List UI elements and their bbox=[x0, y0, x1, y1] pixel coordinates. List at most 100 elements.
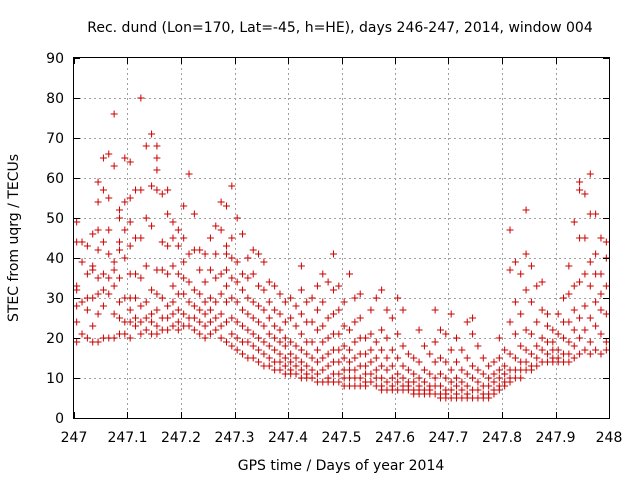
data-point bbox=[196, 330, 204, 338]
data-point bbox=[190, 326, 198, 334]
data-point bbox=[153, 142, 161, 150]
data-point bbox=[292, 354, 300, 362]
data-point bbox=[394, 294, 402, 302]
data-point bbox=[426, 350, 434, 358]
data-point bbox=[517, 342, 525, 350]
data-point bbox=[73, 338, 81, 346]
data-point bbox=[169, 322, 177, 330]
data-point bbox=[453, 374, 461, 382]
data-point bbox=[121, 330, 129, 338]
data-point bbox=[287, 358, 295, 366]
data-point bbox=[576, 278, 584, 286]
data-point bbox=[560, 294, 568, 302]
data-point bbox=[121, 198, 129, 206]
data-point bbox=[249, 354, 257, 362]
data-point bbox=[255, 318, 263, 326]
data-point bbox=[222, 298, 230, 306]
data-point bbox=[222, 338, 230, 346]
data-point bbox=[164, 186, 172, 194]
data-point bbox=[89, 322, 97, 330]
data-point bbox=[303, 350, 311, 358]
data-point bbox=[115, 274, 123, 282]
data-point bbox=[244, 310, 252, 318]
data-point bbox=[73, 218, 81, 226]
data-point bbox=[506, 226, 514, 234]
data-point bbox=[586, 350, 594, 358]
data-point bbox=[110, 162, 118, 170]
y-tick-label: 70 bbox=[46, 131, 64, 147]
data-point bbox=[511, 354, 519, 362]
data-point bbox=[148, 286, 156, 294]
data-point bbox=[260, 306, 268, 314]
data-point bbox=[570, 354, 578, 362]
data-point bbox=[576, 334, 584, 342]
data-point bbox=[469, 362, 477, 370]
data-point bbox=[549, 338, 557, 346]
data-point bbox=[94, 246, 102, 254]
x-axis-label: GPS time / Days of year 2014 bbox=[238, 458, 445, 474]
data-point bbox=[222, 266, 230, 274]
data-point bbox=[89, 230, 97, 238]
data-point bbox=[383, 354, 391, 362]
data-point bbox=[271, 282, 279, 290]
data-point bbox=[367, 370, 375, 378]
data-point bbox=[281, 362, 289, 370]
data-point bbox=[244, 294, 252, 302]
data-point bbox=[126, 318, 134, 326]
data-point bbox=[99, 186, 107, 194]
data-point bbox=[447, 346, 455, 354]
data-point bbox=[335, 358, 343, 366]
data-point bbox=[212, 314, 220, 322]
data-point bbox=[169, 218, 177, 226]
y-tick-label: 30 bbox=[46, 291, 64, 307]
data-point bbox=[335, 282, 343, 290]
data-point bbox=[570, 282, 578, 290]
data-point bbox=[212, 250, 220, 258]
data-point bbox=[490, 378, 498, 386]
data-point bbox=[249, 314, 257, 322]
data-point bbox=[185, 250, 193, 258]
data-point bbox=[602, 282, 610, 290]
data-point bbox=[142, 142, 150, 150]
data-point bbox=[99, 270, 107, 278]
data-point bbox=[142, 214, 150, 222]
data-point bbox=[420, 366, 428, 374]
data-point bbox=[319, 366, 327, 374]
data-point bbox=[597, 234, 605, 242]
data-point bbox=[485, 382, 493, 390]
data-point bbox=[185, 278, 193, 286]
data-point bbox=[228, 330, 236, 338]
data-point bbox=[399, 306, 407, 314]
data-point bbox=[538, 346, 546, 354]
data-point bbox=[105, 290, 113, 298]
data-point bbox=[212, 326, 220, 334]
data-point bbox=[501, 346, 509, 354]
data-point bbox=[442, 374, 450, 382]
data-point bbox=[233, 318, 241, 326]
data-point bbox=[415, 374, 423, 382]
x-tick-label: 247.5 bbox=[321, 430, 361, 446]
data-point bbox=[190, 286, 198, 294]
y-tick-label: 40 bbox=[46, 251, 64, 267]
data-point bbox=[174, 326, 182, 334]
data-point bbox=[362, 382, 370, 390]
data-point bbox=[495, 374, 503, 382]
data-point bbox=[121, 254, 129, 262]
data-point bbox=[469, 330, 477, 338]
data-point bbox=[581, 270, 589, 278]
data-point bbox=[410, 378, 418, 386]
data-point bbox=[228, 274, 236, 282]
data-point bbox=[260, 322, 268, 330]
data-point bbox=[554, 346, 562, 354]
data-point bbox=[383, 366, 391, 374]
data-point bbox=[196, 246, 204, 254]
data-point bbox=[543, 350, 551, 358]
y-tick-label: 80 bbox=[46, 91, 64, 107]
data-point bbox=[543, 322, 551, 330]
data-point bbox=[410, 354, 418, 362]
data-point bbox=[565, 318, 573, 326]
data-point bbox=[335, 370, 343, 378]
data-point bbox=[297, 346, 305, 354]
data-points bbox=[73, 94, 610, 402]
